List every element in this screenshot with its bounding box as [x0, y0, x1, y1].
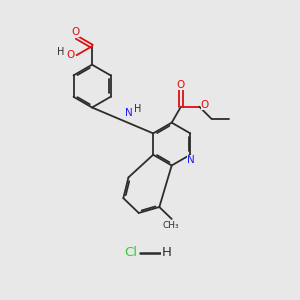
Text: CH₃: CH₃ [163, 221, 179, 230]
Text: O: O [177, 80, 185, 90]
Text: H: H [161, 246, 171, 259]
Text: H: H [134, 104, 142, 114]
Text: O: O [71, 27, 80, 37]
Text: O: O [201, 100, 209, 110]
Text: H: H [58, 47, 65, 57]
Text: N: N [125, 108, 133, 118]
Text: O: O [66, 50, 74, 60]
Text: Cl: Cl [124, 246, 137, 259]
Text: N: N [187, 154, 195, 164]
